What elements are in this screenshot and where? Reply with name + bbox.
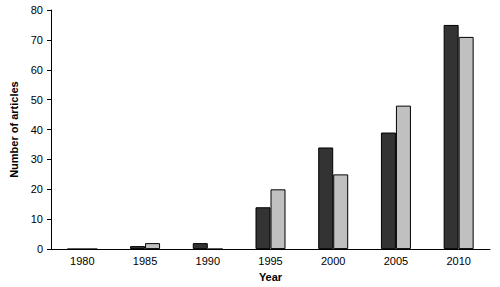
svg-text:0: 0: [37, 243, 43, 255]
svg-text:Number of articles: Number of articles: [8, 81, 20, 178]
svg-text:1990: 1990: [196, 255, 220, 267]
svg-text:50: 50: [31, 94, 43, 106]
svg-text:Year: Year: [259, 271, 283, 283]
svg-text:1980: 1980: [70, 255, 94, 267]
svg-text:2000: 2000: [321, 255, 345, 267]
svg-text:1985: 1985: [133, 255, 157, 267]
svg-text:2005: 2005: [384, 255, 408, 267]
svg-text:80: 80: [31, 4, 43, 16]
svg-text:70: 70: [31, 34, 43, 46]
svg-text:20: 20: [31, 183, 43, 195]
svg-text:2010: 2010: [446, 255, 470, 267]
svg-text:40: 40: [31, 124, 43, 136]
svg-text:1995: 1995: [258, 255, 282, 267]
svg-text:30: 30: [31, 153, 43, 165]
svg-text:60: 60: [31, 64, 43, 76]
svg-text:10: 10: [31, 213, 43, 225]
